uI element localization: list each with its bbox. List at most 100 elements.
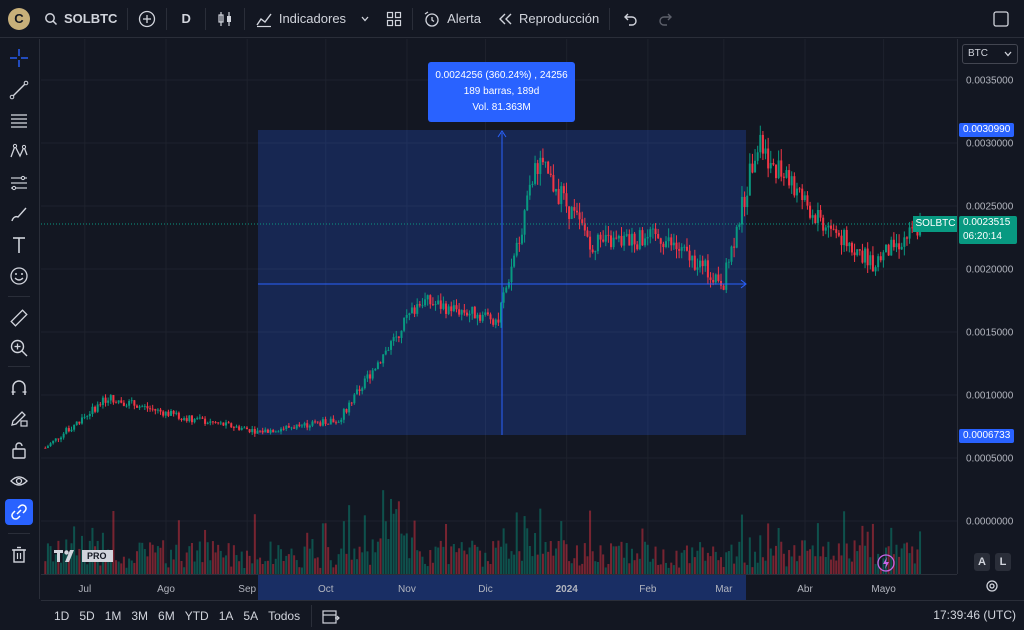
interval-button[interactable]: D (181, 11, 191, 26)
volume-bar (604, 567, 607, 574)
candle-body (877, 256, 880, 268)
volume-bar (801, 540, 804, 574)
zoom-tool[interactable] (5, 335, 33, 361)
symbol-search-button[interactable]: SOLBTC (36, 5, 125, 33)
candle-body (816, 209, 819, 224)
range-button-1m[interactable]: 1M (104, 608, 122, 623)
volume-bar (759, 535, 762, 574)
magnet-tool[interactable] (5, 375, 33, 401)
range-button-1a[interactable]: 1A (218, 608, 234, 623)
volume-bar (272, 563, 275, 574)
zoom-in-icon (10, 339, 28, 357)
candle-body (424, 299, 427, 306)
candle-body (83, 416, 86, 418)
emoji-tool[interactable] (5, 263, 33, 289)
volume-bar (62, 553, 65, 574)
indicators-button[interactable]: Indicadores (247, 5, 378, 33)
range-button-5d[interactable]: 5D (79, 608, 95, 623)
volume-bar (780, 541, 783, 574)
pattern-tool[interactable] (5, 139, 33, 165)
text-tool[interactable] (5, 232, 33, 258)
candle-body (837, 232, 840, 236)
range-button-3m[interactable]: 3M (131, 608, 149, 623)
fullscreen-button[interactable] (984, 5, 1018, 33)
log-scale-button[interactable]: L (995, 553, 1011, 571)
candle-body (230, 423, 233, 428)
candle-body (670, 237, 673, 246)
candle-body (764, 148, 767, 154)
delete-tool[interactable] (5, 542, 33, 568)
currency-selector[interactable]: BTC (962, 44, 1018, 64)
axis-settings-button[interactable] (984, 578, 1000, 597)
candle-body (177, 412, 180, 419)
compare-symbol-button[interactable] (130, 5, 164, 33)
auto-scale-button[interactable]: A (974, 553, 990, 571)
candle-body (879, 256, 882, 261)
range-button-1d[interactable]: 1D (54, 608, 70, 623)
candle-body (227, 422, 230, 424)
volume-bar (740, 514, 743, 574)
redo-button[interactable] (648, 5, 684, 33)
volume-bar (552, 555, 555, 574)
candle-body (680, 247, 683, 251)
volume-bar (300, 567, 303, 574)
candle-body (193, 419, 196, 423)
price-chart[interactable] (41, 39, 957, 574)
volume-bar (115, 560, 118, 574)
range-button-6m[interactable]: 6M (158, 608, 175, 623)
volume-bar (756, 562, 759, 574)
volume-bar (641, 528, 644, 574)
user-avatar[interactable]: C (8, 7, 30, 30)
candle-body (814, 215, 817, 224)
range-button-todos[interactable]: Todos (268, 608, 301, 623)
draw-lock-tool[interactable] (5, 406, 33, 432)
bar-countdown: 06:20:14 (963, 231, 1002, 242)
chart-type-button[interactable] (208, 5, 242, 33)
volume-bar (746, 564, 749, 574)
volume-bar (151, 544, 154, 574)
undo-button[interactable] (612, 5, 648, 33)
candle-body (327, 423, 330, 425)
volume-bar (814, 556, 817, 574)
candle-body (604, 234, 607, 242)
templates-button[interactable] (378, 5, 410, 33)
price-axis[interactable]: 0.0035000 0.0030000 0.0025000 0.0020000 0.00… (957, 39, 1024, 574)
event-icon[interactable] (877, 554, 895, 572)
volume-bar (390, 498, 393, 574)
range-button-5a[interactable]: 5A (243, 608, 259, 623)
replay-button[interactable]: Reproducción (489, 5, 607, 33)
candle-body (353, 394, 356, 404)
volume-bar (599, 545, 602, 574)
time-axis[interactable]: JulAgoSepOctNovDic2024FebMarAbrMayoJun (41, 574, 973, 601)
volume-bar (602, 554, 605, 574)
volume-bar (434, 546, 437, 574)
volume-bar (539, 508, 542, 574)
candle-body (903, 237, 906, 247)
brush-tool[interactable] (5, 201, 33, 227)
candle-body (209, 421, 212, 423)
volume-bar (738, 541, 741, 574)
hide-tool[interactable] (5, 468, 33, 494)
volume-bar (890, 527, 893, 574)
ruler-tool[interactable] (5, 305, 33, 331)
fib-tool[interactable] (5, 108, 33, 134)
crosshair-tool[interactable] (5, 45, 33, 71)
indicators-icon (256, 13, 272, 27)
projection-tool[interactable] (5, 170, 33, 196)
calendar-icon (322, 609, 340, 624)
lock-tool[interactable] (5, 437, 33, 463)
magnet-icon (11, 380, 27, 395)
volume-bar (882, 558, 885, 574)
volume-bar (447, 564, 450, 574)
range-button-ytd[interactable]: YTD (184, 608, 209, 623)
volume-bar (403, 535, 406, 574)
goto-date-button[interactable] (314, 608, 348, 627)
clock-timezone[interactable]: 17:39:46 (UTC) (933, 608, 1016, 622)
trend-line-tool[interactable] (5, 77, 33, 103)
candle-body (853, 252, 856, 256)
volume-bar (816, 523, 819, 574)
volume-bar (230, 566, 233, 574)
alert-button[interactable]: Alerta (415, 5, 489, 33)
link-tool[interactable] (5, 499, 33, 525)
text-icon (13, 237, 25, 253)
